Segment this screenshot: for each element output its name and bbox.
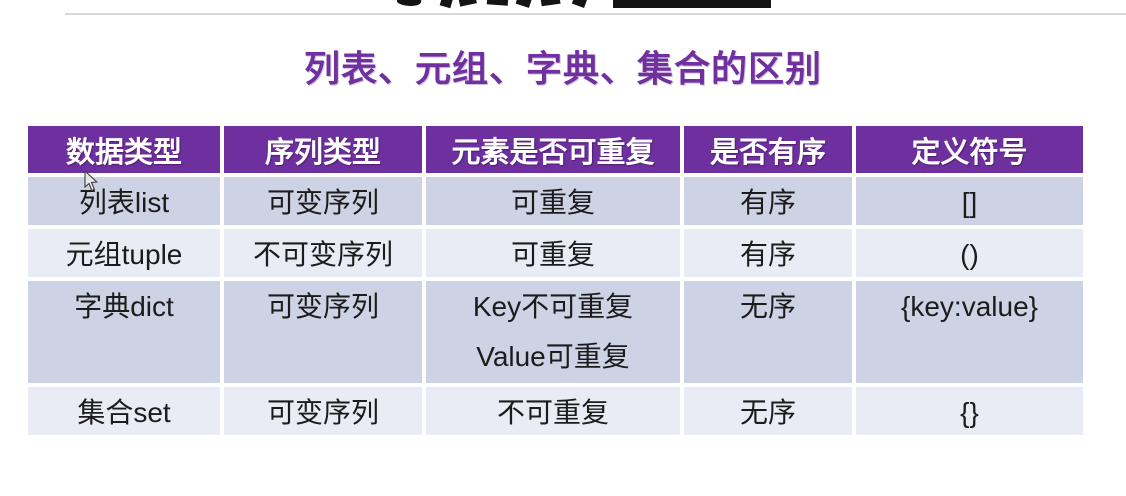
table-cell: 有序	[684, 229, 852, 277]
cropped-heading-fragments	[395, 0, 777, 12]
column-header: 数据类型	[28, 126, 220, 173]
table-row: 字典dict 可变序列 Key不可重复 Value可重复 无序 {key:value}	[28, 281, 1083, 383]
cell-text: 可重复	[510, 187, 595, 218]
table-cell: ()	[856, 229, 1083, 277]
cell-text: 列表list	[78, 187, 170, 218]
table-cell: 可重复	[426, 177, 680, 225]
table-cell: []	[856, 177, 1083, 225]
cell-text: 可变序列	[266, 187, 379, 218]
top-divider-line	[65, 13, 1126, 15]
cell-text: Key不可重复	[472, 291, 634, 322]
column-header: 元素是否可重复	[426, 126, 680, 173]
cell-text: Value可重复	[476, 341, 630, 372]
cell-text: {}	[960, 397, 979, 428]
table-cell: 字典dict	[28, 281, 220, 383]
table-body: 列表list 可变序列 可重复 有序[] 元组tuple 不可变序列 可重复 有序() 字典di…	[28, 177, 1083, 435]
cell-text: 不可重复	[496, 397, 609, 428]
cell-text: 可变序列	[266, 291, 379, 322]
column-header: 序列类型	[224, 126, 422, 173]
cell-text: 无序	[739, 397, 796, 428]
table-cell: 列表list	[28, 177, 220, 225]
cell-text: []	[961, 187, 978, 218]
column-header: 是否有序	[684, 126, 852, 173]
table-cell: 不可变序列	[224, 229, 422, 277]
table-cell: 可变序列	[224, 177, 422, 225]
cell-text: 集合set	[77, 397, 171, 428]
cell-text: 元组tuple	[65, 239, 183, 270]
slide-subtitle: 列表、元组、字典、集合的区别	[303, 48, 822, 89]
table-cell: 无序	[684, 387, 852, 435]
table-cell: {}	[856, 387, 1083, 435]
cell-text: {key:value}	[901, 291, 1038, 322]
table-cell: 元组tuple	[28, 229, 220, 277]
cell-text: 有序	[739, 239, 796, 270]
table-cell: 集合set	[28, 387, 220, 435]
table-cell: 可变序列	[224, 281, 422, 383]
table-cell: Key不可重复 Value可重复	[426, 281, 680, 383]
table-cell: 无序	[684, 281, 852, 383]
cell-text: 不可变序列	[252, 239, 393, 270]
cell-text: 可变序列	[266, 397, 379, 428]
cell-text: 字典dict	[74, 291, 174, 322]
table-header-row: 数据类型 序列类型 元素是否可重复 是否有序 定义符号	[28, 126, 1083, 173]
table-row: 列表list 可变序列 可重复 有序 []	[28, 177, 1083, 225]
column-header: 定义符号	[856, 126, 1083, 173]
table-cell: 可重复	[426, 229, 680, 277]
table-cell: 不可重复	[426, 387, 680, 435]
data-types-comparison-table: 数据类型 序列类型 元素是否可重复 是否有序 定义符号 列表list 可变序列 可重复 有序[…	[24, 122, 1087, 439]
table-row: 集合set 可变序列 不可重复 无序 {}	[28, 387, 1083, 435]
cell-text: 无序	[739, 291, 796, 322]
table-cell: {key:value}	[856, 281, 1083, 383]
cell-text: 可重复	[510, 239, 595, 270]
table-cell: 可变序列	[224, 387, 422, 435]
cell-text: 有序	[739, 187, 796, 218]
table-cell: 有序	[684, 177, 852, 225]
cell-text: ()	[960, 239, 979, 270]
table-row: 元组tuple 不可变序列 可重复 有序 ()	[28, 229, 1083, 277]
